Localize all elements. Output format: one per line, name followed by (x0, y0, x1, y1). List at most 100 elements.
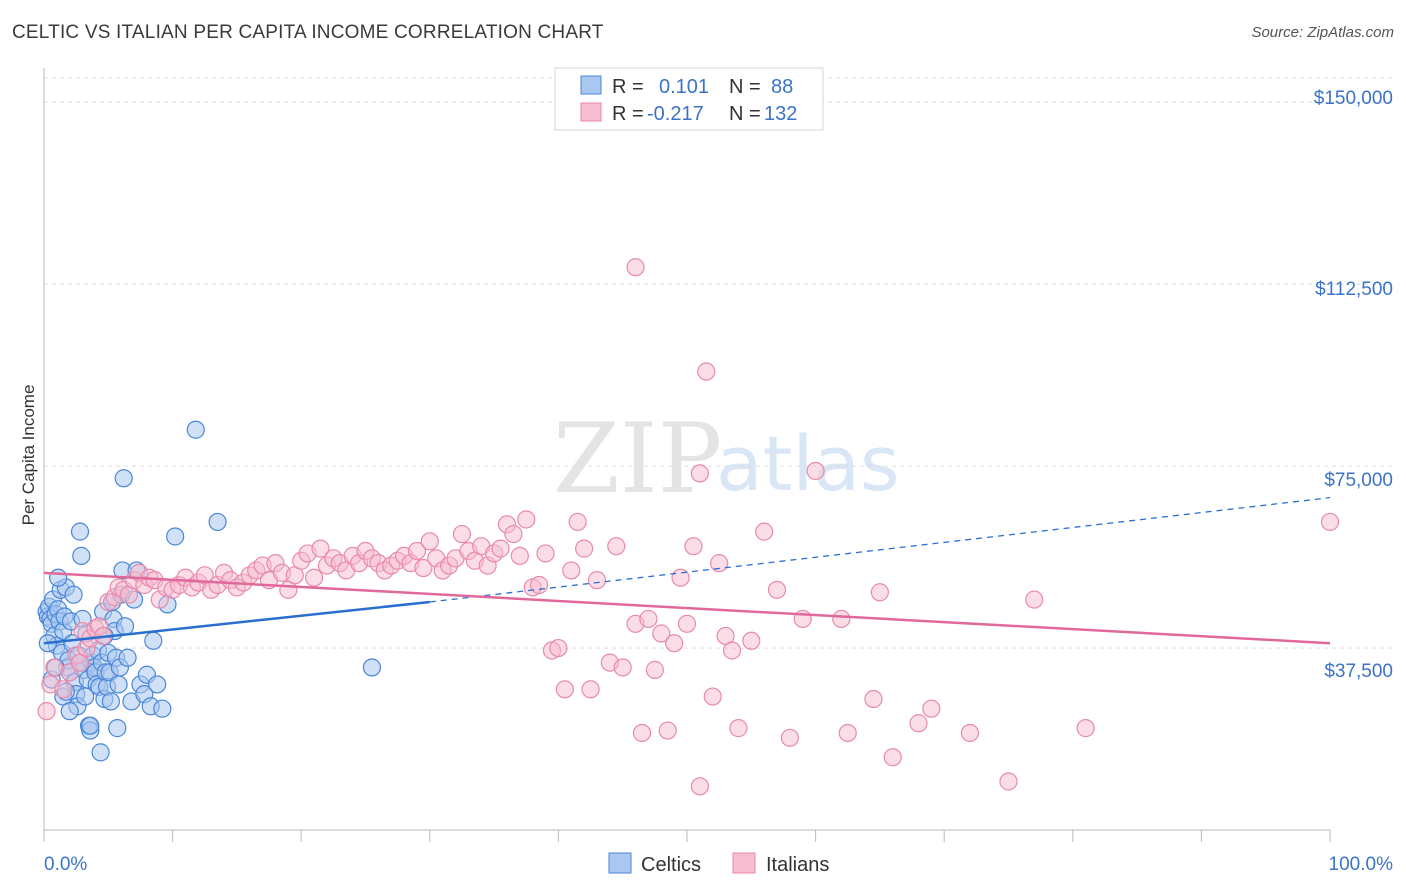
italians-point (562, 561, 581, 580)
italians-trend-line (43, 571, 1331, 645)
y-axis-title: Per Capita Income (19, 385, 38, 526)
legend-swatch-italians (580, 102, 602, 122)
italians-point (703, 687, 722, 706)
italians-point (555, 680, 574, 699)
italians-point (1320, 512, 1340, 532)
x-tick-label-max: 100.0% (1329, 854, 1394, 875)
italians-point (504, 524, 523, 544)
italians-point (870, 583, 890, 602)
celtics-point (49, 568, 68, 587)
y-tick-label-150000: $150,000 (1314, 88, 1393, 109)
celtics-point (208, 512, 227, 532)
y-tick-label-112500: $112,500 (1315, 279, 1393, 300)
italians-point (767, 580, 787, 599)
italians-point (864, 689, 883, 709)
bottom-legend-swatch-italians (732, 852, 756, 874)
legend-r-label-italians: R = (612, 103, 644, 125)
italians-point (658, 721, 677, 740)
italians-point (587, 571, 607, 590)
italians-point (883, 748, 902, 767)
italians-point (613, 658, 632, 677)
x-tick-label-min: 0.0% (44, 854, 87, 875)
chart-source: Source: ZipAtlas.com (1251, 24, 1394, 41)
italians-point (665, 634, 684, 653)
celtics-point (91, 743, 110, 762)
celtics-point (115, 617, 135, 636)
chart-title: CELTIC VS ITALIAN PER CAPITA INCOME CORR… (12, 22, 604, 43)
italians-point (304, 568, 324, 587)
italians-point (922, 699, 941, 718)
italians-point (710, 554, 729, 573)
italians-point (755, 522, 774, 541)
italians-point (549, 638, 568, 658)
italians-point (690, 777, 709, 796)
italians-point (581, 680, 600, 699)
watermark: ZIP atlas (553, 403, 900, 515)
italians-point (414, 558, 433, 578)
italians-point (536, 544, 555, 563)
celtics-point (186, 420, 205, 439)
italians-point (639, 609, 658, 629)
celtics-point (101, 692, 120, 711)
bottom-legend-label-celtics: Celtics (641, 854, 701, 876)
italians-point (45, 658, 64, 677)
italians-point (420, 532, 439, 551)
italians-point (697, 362, 716, 381)
italians-point (729, 719, 748, 738)
italians-point (832, 609, 851, 629)
celtics-point (72, 546, 91, 565)
celtics-point (60, 702, 79, 721)
italians-point (806, 461, 825, 481)
italians-point (452, 524, 472, 544)
italians-point (607, 537, 626, 556)
celtics-point (153, 699, 172, 718)
celtics-point (118, 648, 137, 667)
italians-point (999, 772, 1018, 791)
legend-swatch-celtics (580, 75, 602, 95)
celtics-point (362, 658, 382, 677)
italians-point (645, 660, 664, 679)
legend-n-value-italians: 132 (764, 103, 797, 125)
trend-lines (43, 497, 1331, 645)
italians-point (575, 539, 594, 558)
y-tick-label-75000: $75,000 (1324, 470, 1393, 491)
watermark-zip: ZIP (553, 403, 722, 515)
celtics-point (81, 716, 100, 735)
italians-points (37, 258, 1340, 796)
italians-point (671, 568, 690, 587)
legend-r-value-italians: -0.217 (647, 103, 704, 125)
legend-n-label-celtics: N = (729, 76, 761, 98)
bottom-legend: Celtics Italians (608, 852, 829, 876)
italians-point (311, 539, 330, 558)
italians-point (1025, 590, 1044, 609)
axes (43, 68, 1331, 842)
italians-point (909, 714, 928, 733)
legend-n-value-celtics: 88 (771, 76, 793, 98)
italians-point (54, 680, 73, 699)
italians-point (960, 723, 980, 743)
watermark-atlas: atlas (716, 419, 900, 508)
celtics-point (109, 675, 128, 694)
celtics-trend-line (43, 600, 430, 645)
italians-point (742, 631, 761, 650)
italians-point (407, 541, 427, 561)
italians-point (690, 464, 709, 483)
italians-point (838, 723, 857, 743)
celtics-point (64, 585, 83, 604)
italians-point (632, 723, 652, 743)
celtics-point (144, 631, 163, 650)
y-tick-label-37500: $37,500 (1324, 661, 1393, 682)
italians-point (1076, 719, 1095, 738)
top-legend: R = 0.101 N = 88 R = -0.217 N = 132 (554, 67, 824, 131)
italians-point (677, 614, 697, 633)
italians-point (568, 512, 587, 532)
italians-point (530, 575, 549, 595)
legend-r-value-celtics: 0.101 (659, 76, 709, 98)
italians-point (517, 510, 536, 529)
italians-point (510, 546, 529, 565)
celtics-point (114, 469, 133, 488)
italians-point (626, 258, 645, 277)
legend-r-label-celtics: R = (612, 76, 644, 98)
legend-n-label-italians: N = (729, 103, 761, 125)
